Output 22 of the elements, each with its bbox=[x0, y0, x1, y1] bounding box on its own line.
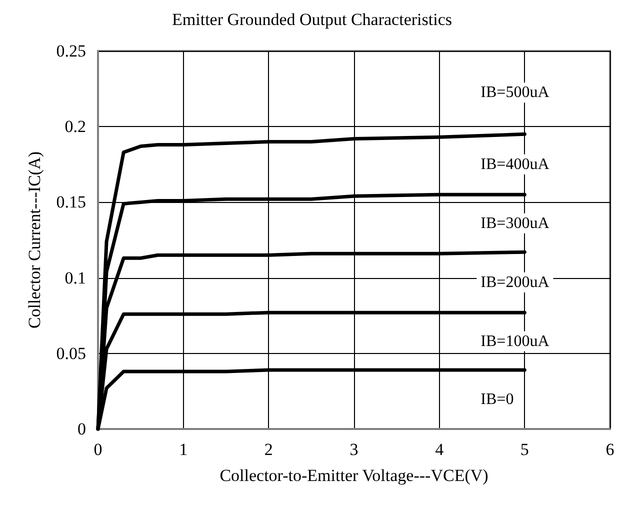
x-tick-label: 2 bbox=[264, 440, 273, 459]
annotation: IB=500uA bbox=[480, 84, 550, 102]
x-tick-label: 0 bbox=[94, 440, 102, 459]
chart-title: Emitter Grounded Output Characteristics bbox=[172, 10, 452, 29]
annotation: IB=100uA bbox=[480, 332, 550, 350]
annotation: IB=300uA bbox=[480, 214, 550, 232]
annotation: IB=0 bbox=[480, 391, 514, 408]
x-tick-label: 6 bbox=[606, 440, 614, 459]
y-tick-label: 0.15 bbox=[56, 192, 86, 212]
y-axis-title: Collector Current---IC(A) bbox=[25, 151, 44, 329]
y-tick-label: 0.1 bbox=[64, 268, 86, 288]
x-tick-label: 3 bbox=[350, 440, 358, 459]
annotation: IB=400uA bbox=[480, 156, 550, 173]
x-tick-label: 1 bbox=[179, 440, 188, 459]
y-tick-label: 0.25 bbox=[56, 42, 86, 60]
x-tick-label: 5 bbox=[520, 440, 529, 459]
annotation: IB=200uA bbox=[480, 274, 550, 291]
y-tick-label: 0.2 bbox=[64, 117, 86, 136]
x-axis-title: Collector-to-Emitter Voltage---VCE(V) bbox=[220, 466, 488, 485]
x-tick-label: 4 bbox=[435, 440, 444, 459]
y-tick-label: 0 bbox=[78, 420, 86, 438]
y-tick-label: 0.05 bbox=[56, 344, 86, 363]
